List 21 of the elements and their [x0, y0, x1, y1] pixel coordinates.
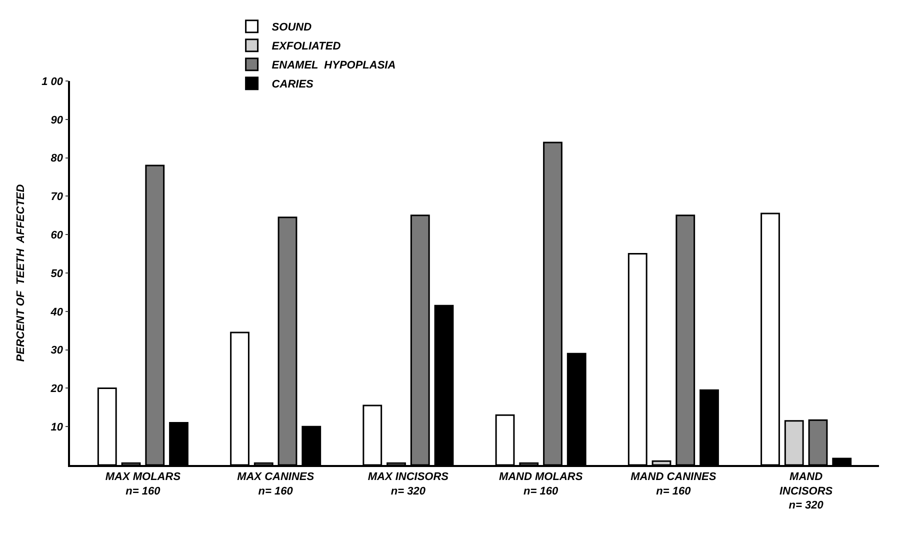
x-tick-label: MAX MOLARS n= 160 — [105, 470, 182, 498]
y-tick-label: 60 — [50, 229, 64, 242]
y-tick-label: 1 00 — [42, 76, 64, 88]
legend-label: SOUND — [272, 22, 312, 34]
x-tick-label: MAND MOLARS n= 160 — [498, 470, 584, 498]
y-tick-label: 30 — [50, 344, 64, 357]
x-tick-label: MAX INCISORS n= 320 — [368, 470, 450, 498]
y-tick-label: 20 — [50, 383, 64, 396]
y-tick-label: 80 — [50, 152, 64, 165]
y-tick-label: 70 — [50, 191, 64, 204]
y-axis-title: PERCENT OF TEETH AFFECTED — [14, 184, 27, 362]
y-tick-label: 10 — [50, 421, 64, 434]
legend-label: CARIES — [272, 78, 314, 91]
x-tick-label: MAND INCISORS n= 320 — [779, 470, 834, 512]
y-tick-label: 40 — [50, 306, 64, 318]
x-tick-label: MAND CANINES n= 160 — [630, 470, 717, 498]
y-tick-label: 50 — [50, 268, 64, 280]
legend-label: EXFOLIATED — [272, 40, 341, 53]
y-tick-label: 90 — [50, 114, 64, 126]
x-tick-label: MAX CANINES n= 160 — [237, 470, 315, 498]
legend-label: ENAMEL HYPOPLASIA — [272, 60, 396, 72]
